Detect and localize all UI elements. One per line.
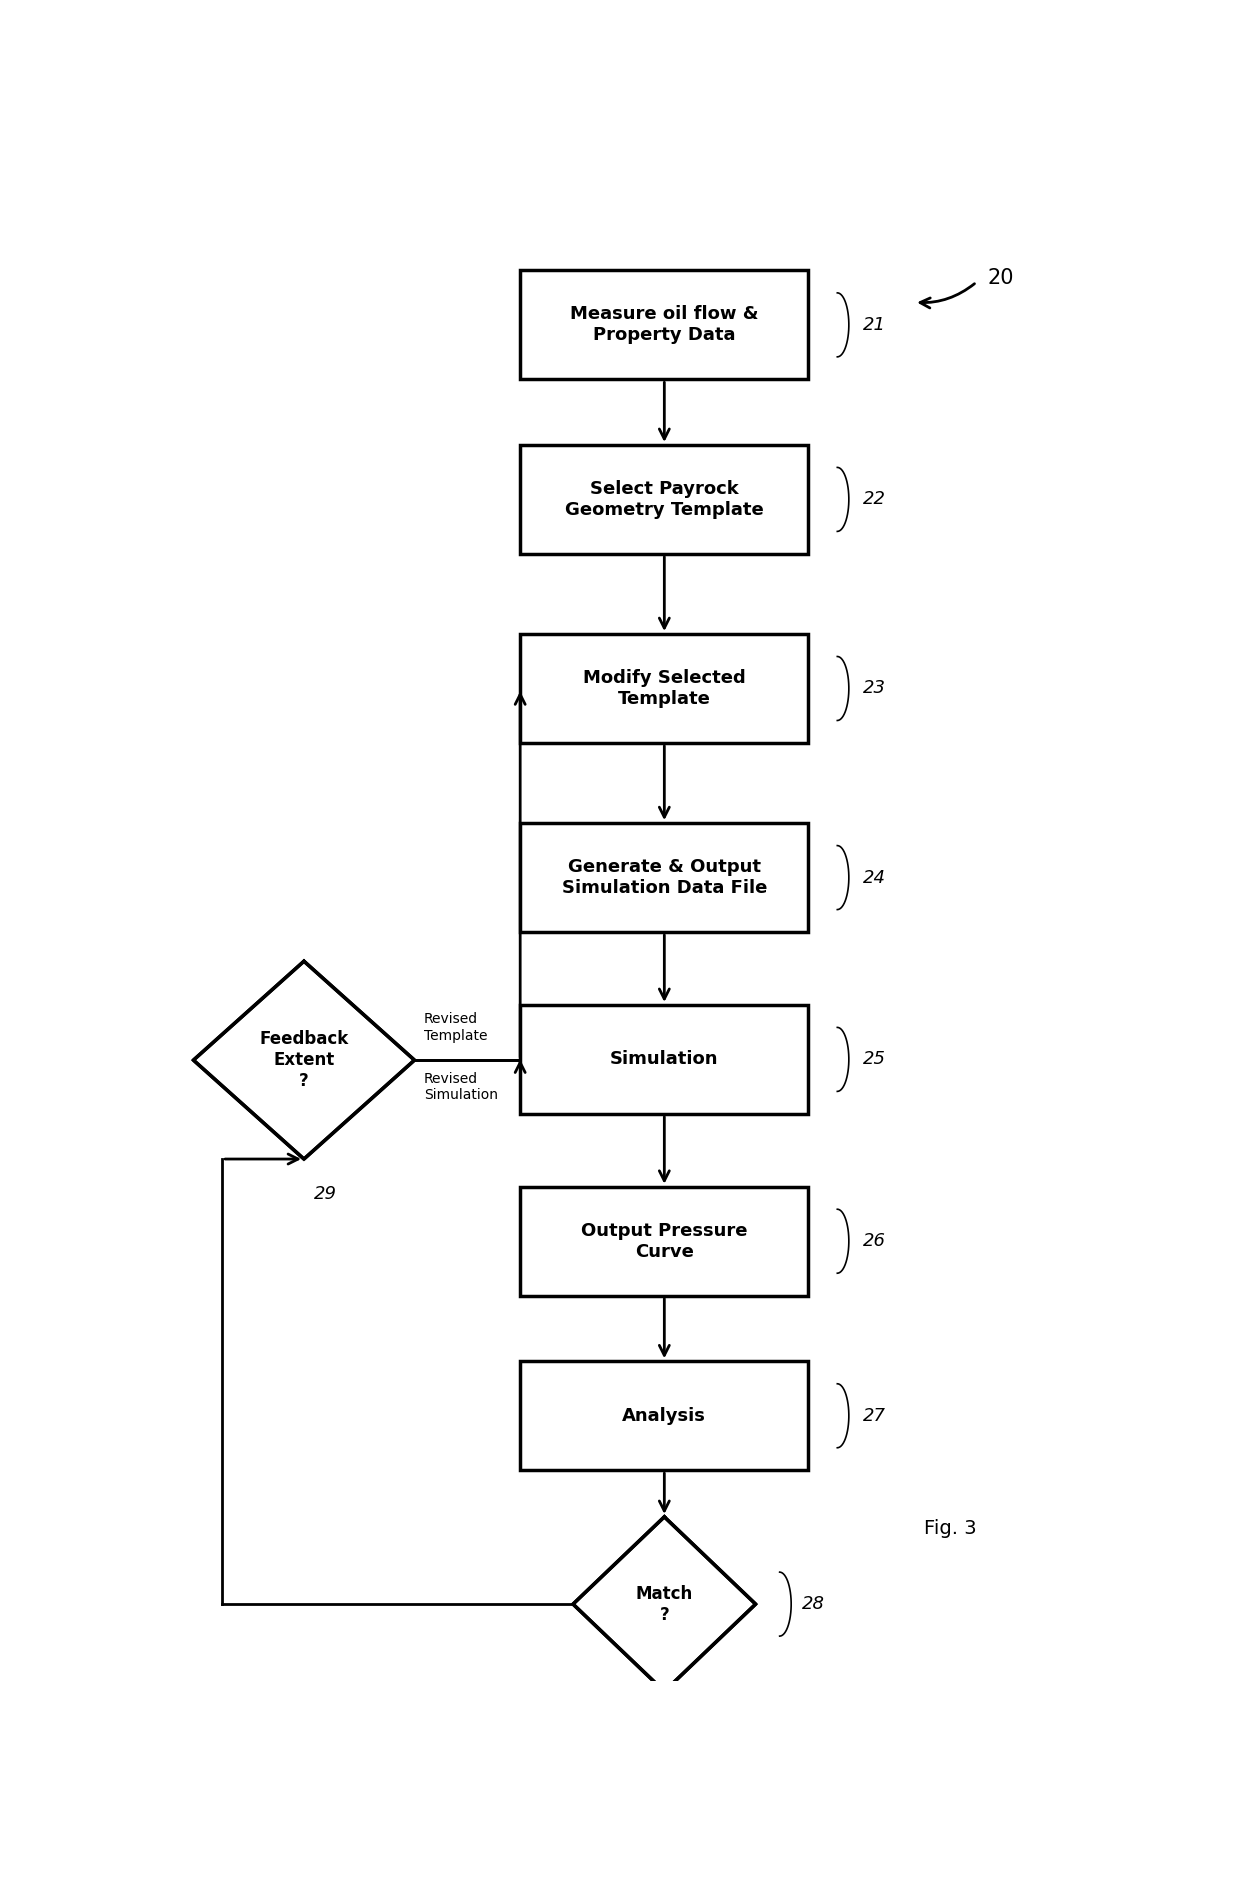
- Text: Feedback
Extent
?: Feedback Extent ?: [259, 1030, 348, 1090]
- Text: Analysis: Analysis: [622, 1407, 707, 1424]
- Text: 29: 29: [314, 1184, 336, 1203]
- Text: 25: 25: [863, 1050, 887, 1069]
- Text: 23: 23: [863, 680, 887, 697]
- FancyBboxPatch shape: [521, 444, 808, 553]
- Text: 28: 28: [802, 1594, 825, 1613]
- Text: 27: 27: [863, 1407, 887, 1424]
- Text: Revised
Simulation: Revised Simulation: [424, 1071, 498, 1101]
- Text: Generate & Output
Simulation Data File: Generate & Output Simulation Data File: [562, 858, 768, 897]
- Text: Match
?: Match ?: [636, 1585, 693, 1623]
- Text: 22: 22: [863, 491, 887, 508]
- FancyBboxPatch shape: [521, 824, 808, 931]
- Text: 24: 24: [863, 869, 887, 886]
- Text: 20: 20: [987, 268, 1014, 287]
- FancyBboxPatch shape: [521, 270, 808, 380]
- FancyBboxPatch shape: [521, 635, 808, 742]
- Text: Fig. 3: Fig. 3: [924, 1519, 976, 1538]
- Text: Measure oil flow &
Property Data: Measure oil flow & Property Data: [570, 306, 759, 344]
- FancyBboxPatch shape: [521, 1186, 808, 1296]
- Polygon shape: [573, 1517, 755, 1691]
- Text: Select Payrock
Geometry Template: Select Payrock Geometry Template: [565, 480, 764, 519]
- Text: 21: 21: [863, 315, 887, 334]
- Polygon shape: [193, 962, 414, 1160]
- Text: Revised
Template: Revised Template: [424, 1013, 487, 1043]
- Text: Simulation: Simulation: [610, 1050, 719, 1069]
- Text: Output Pressure
Curve: Output Pressure Curve: [582, 1222, 748, 1260]
- Text: 26: 26: [863, 1232, 887, 1251]
- FancyBboxPatch shape: [521, 1362, 808, 1470]
- Text: Modify Selected
Template: Modify Selected Template: [583, 669, 745, 708]
- FancyBboxPatch shape: [521, 1005, 808, 1115]
